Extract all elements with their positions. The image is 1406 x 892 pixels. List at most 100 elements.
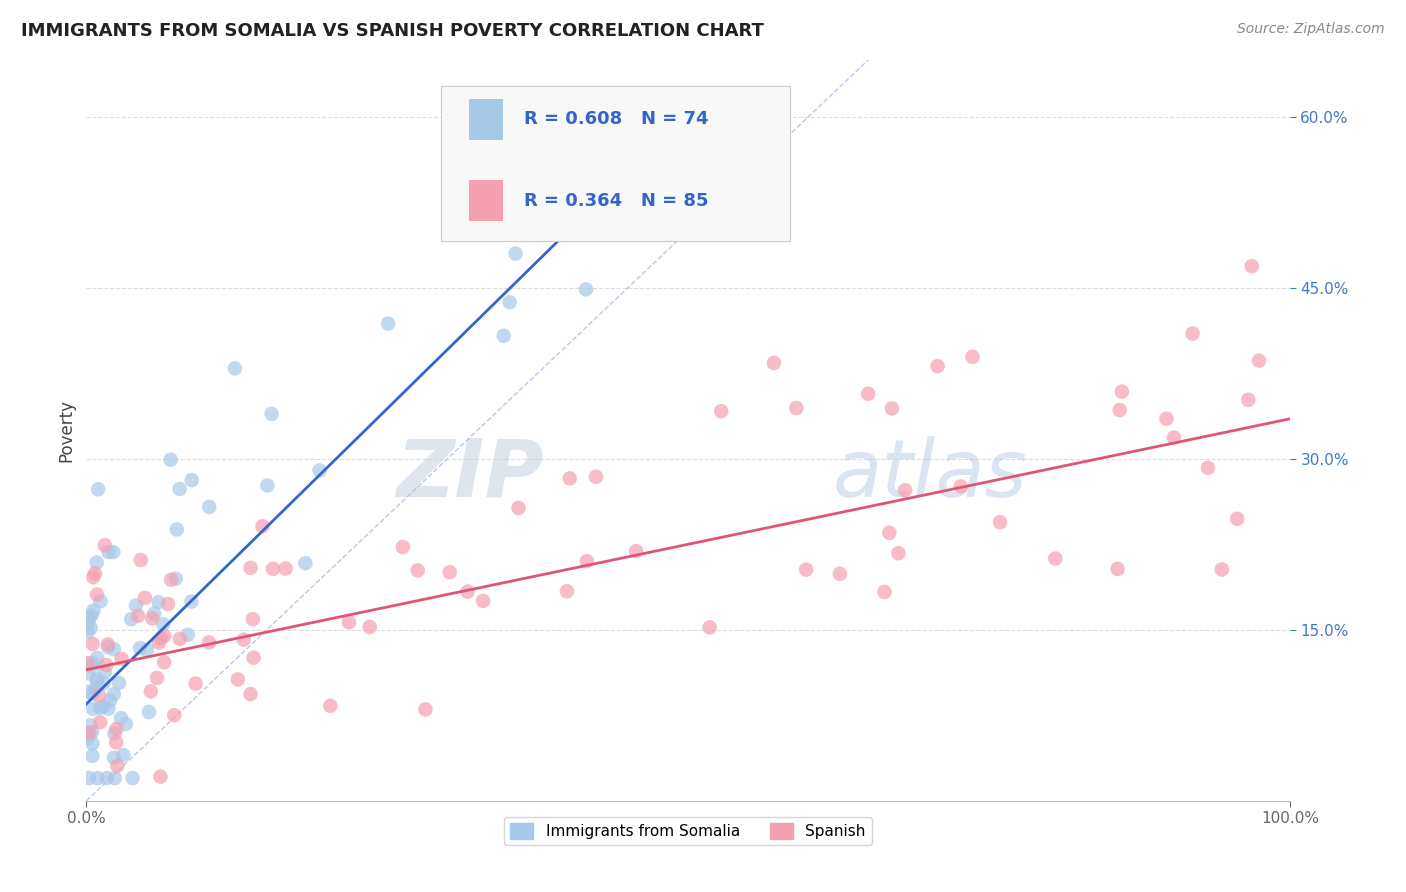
Point bbox=[86, 672, 108, 686]
Point bbox=[1237, 392, 1260, 407]
Text: Source: ZipAtlas.com: Source: ZipAtlas.com bbox=[1237, 22, 1385, 37]
Point bbox=[856, 386, 879, 401]
Point bbox=[762, 356, 785, 370]
Point bbox=[415, 702, 437, 716]
Point bbox=[828, 566, 851, 581]
Point bbox=[887, 546, 910, 560]
Point bbox=[76, 625, 98, 640]
Point bbox=[103, 750, 125, 764]
Point bbox=[149, 770, 172, 784]
Point bbox=[232, 632, 254, 647]
Point bbox=[110, 711, 132, 725]
Text: ZIP: ZIP bbox=[396, 435, 544, 514]
Text: R = 0.608   N = 74: R = 0.608 N = 74 bbox=[524, 111, 709, 128]
Point bbox=[794, 563, 817, 577]
Point bbox=[80, 659, 103, 673]
Point bbox=[472, 594, 495, 608]
Point bbox=[1163, 431, 1185, 445]
Point bbox=[1181, 326, 1204, 341]
Point bbox=[76, 666, 98, 681]
Point bbox=[125, 599, 148, 613]
Point bbox=[165, 572, 187, 586]
Point bbox=[406, 563, 429, 577]
Point bbox=[80, 621, 103, 635]
Point bbox=[103, 642, 125, 657]
Point bbox=[962, 350, 984, 364]
Point bbox=[392, 540, 415, 554]
Point bbox=[79, 610, 101, 624]
Point bbox=[82, 637, 104, 651]
Point bbox=[127, 608, 149, 623]
Point bbox=[242, 612, 264, 626]
Point bbox=[91, 676, 114, 690]
Point bbox=[508, 500, 530, 515]
Point bbox=[89, 715, 111, 730]
Point bbox=[148, 595, 170, 609]
Point bbox=[86, 673, 108, 688]
Point bbox=[103, 545, 125, 559]
Point bbox=[121, 771, 143, 785]
Point bbox=[1107, 562, 1129, 576]
Point bbox=[239, 561, 262, 575]
Point bbox=[260, 407, 283, 421]
Point bbox=[129, 553, 152, 567]
Point bbox=[873, 585, 896, 599]
Point bbox=[97, 702, 120, 716]
Point bbox=[1045, 551, 1067, 566]
FancyBboxPatch shape bbox=[470, 99, 503, 140]
Point bbox=[94, 538, 117, 552]
Point bbox=[148, 635, 170, 649]
Point bbox=[163, 708, 186, 723]
Point bbox=[87, 482, 110, 496]
Point bbox=[104, 771, 127, 785]
Point bbox=[138, 705, 160, 719]
Point bbox=[624, 544, 647, 558]
Point bbox=[98, 694, 121, 708]
Point bbox=[1240, 259, 1263, 273]
Point bbox=[1108, 403, 1130, 417]
Point bbox=[153, 655, 176, 669]
Point bbox=[86, 588, 108, 602]
Point bbox=[252, 519, 274, 533]
Point bbox=[184, 676, 207, 690]
Point bbox=[79, 718, 101, 732]
Point bbox=[152, 617, 174, 632]
Point bbox=[76, 731, 98, 745]
Point bbox=[86, 651, 108, 665]
Point bbox=[479, 223, 502, 237]
Point bbox=[575, 554, 598, 568]
Point bbox=[141, 611, 163, 625]
Point bbox=[82, 570, 104, 584]
Point bbox=[97, 640, 120, 654]
Point bbox=[150, 632, 173, 646]
Point bbox=[86, 771, 108, 785]
Point bbox=[308, 463, 330, 477]
Point bbox=[988, 516, 1011, 530]
Point bbox=[359, 620, 381, 634]
Point bbox=[139, 684, 162, 698]
Point bbox=[82, 686, 104, 700]
Y-axis label: Poverty: Poverty bbox=[58, 399, 75, 462]
Point bbox=[77, 771, 100, 785]
Point bbox=[337, 615, 360, 629]
Point bbox=[76, 685, 98, 699]
Point bbox=[105, 735, 128, 749]
Point bbox=[84, 566, 107, 581]
Point bbox=[82, 604, 104, 618]
Point bbox=[159, 452, 181, 467]
Point bbox=[585, 470, 607, 484]
Point bbox=[949, 479, 972, 493]
Text: atlas: atlas bbox=[832, 435, 1028, 514]
Point bbox=[77, 615, 100, 630]
Point bbox=[80, 608, 103, 623]
Point bbox=[785, 401, 807, 415]
Point bbox=[103, 687, 125, 701]
Point bbox=[80, 725, 103, 739]
Point bbox=[82, 702, 104, 716]
Point bbox=[103, 726, 125, 740]
Point bbox=[82, 736, 104, 750]
Point bbox=[1111, 384, 1133, 399]
Point bbox=[86, 556, 108, 570]
Text: IMMIGRANTS FROM SOMALIA VS SPANISH POVERTY CORRELATION CHART: IMMIGRANTS FROM SOMALIA VS SPANISH POVER… bbox=[21, 22, 763, 40]
Point bbox=[198, 635, 221, 649]
